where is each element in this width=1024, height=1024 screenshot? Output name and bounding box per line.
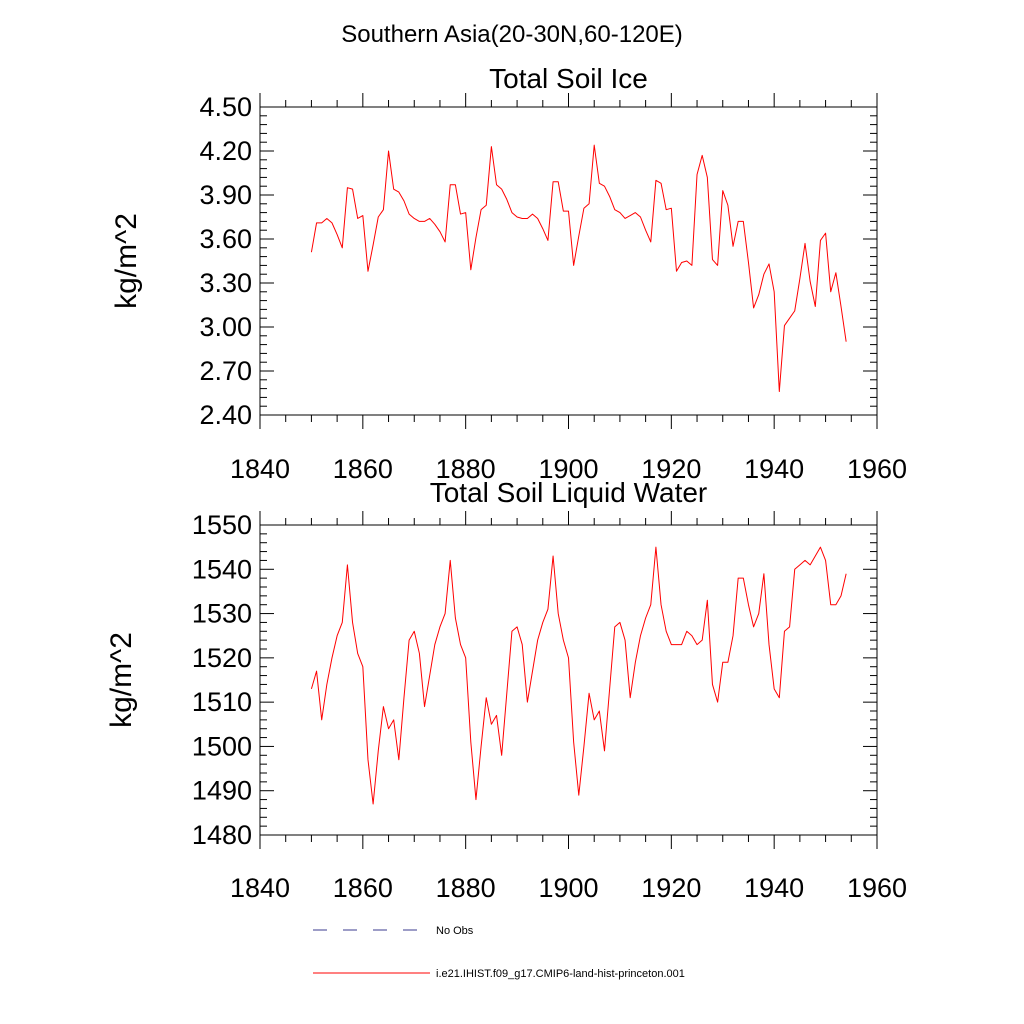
panel-total-soil-liquid-water: Total Soil Liquid Water 1480 1490 1500 1510 1… xyxy=(105,477,907,903)
y-tick-label: 4.20 xyxy=(199,136,252,166)
y-tick-label: 1490 xyxy=(192,776,252,806)
x-tick-label: 1880 xyxy=(436,873,496,903)
panel-total-soil-ice: Total Soil Ice 2.40 2.70 3.00 3.30 3.60 3.90 4.… xyxy=(110,63,907,484)
y-tick-label: 4.50 xyxy=(199,92,252,122)
y-tick-label: 1500 xyxy=(192,731,252,761)
series-line-model xyxy=(310,144,847,393)
legend: No Obs i.e21.IHIST.f09_g17.CMIP6-land-hi… xyxy=(313,925,685,980)
y-tick-label: 2.70 xyxy=(199,356,252,386)
x-tick-label: 1840 xyxy=(230,873,290,903)
y-axis-label: kg/m^2 xyxy=(110,213,143,309)
series-line-model xyxy=(310,546,847,805)
y-tick-label: 1520 xyxy=(192,643,252,673)
y-tick-label: 3.60 xyxy=(199,224,252,254)
panel-title: Total Soil Liquid Water xyxy=(430,477,708,508)
x-tick-label: 1900 xyxy=(538,454,598,484)
x-tick-label: 1860 xyxy=(333,873,393,903)
x-tick-label: 1900 xyxy=(538,873,598,903)
y-axis-label: kg/m^2 xyxy=(105,632,138,728)
panel-title: Total Soil Ice xyxy=(489,63,648,94)
figure-title: Southern Asia(20-30N,60-120E) xyxy=(341,21,683,48)
y-tick-label: 1540 xyxy=(192,554,252,584)
y-tick-label: 2.40 xyxy=(199,400,252,430)
x-tick-label: 1940 xyxy=(744,454,804,484)
x-tick-label: 1920 xyxy=(641,873,701,903)
x-tick-label: 1860 xyxy=(333,454,393,484)
x-tick-label: 1960 xyxy=(847,873,907,903)
y-tick-label: 1480 xyxy=(192,820,252,850)
x-tick-label: 1940 xyxy=(744,873,804,903)
y-tick-label: 3.30 xyxy=(199,268,252,298)
x-tick-label: 1880 xyxy=(436,454,496,484)
legend-label-no-obs: No Obs xyxy=(436,925,474,937)
y-tick-label: 1550 xyxy=(192,510,252,540)
y-tick-label: 1510 xyxy=(192,687,252,717)
x-tick-label: 1960 xyxy=(847,454,907,484)
y-tick-label: 3.00 xyxy=(199,312,252,342)
y-tick-label: 3.90 xyxy=(199,180,252,210)
x-tick-label: 1840 xyxy=(230,454,290,484)
y-tick-label: 1530 xyxy=(192,599,252,629)
legend-label-model: i.e21.IHIST.f09_g17.CMIP6-land-hist-prin… xyxy=(436,968,685,980)
x-tick-label: 1920 xyxy=(641,454,701,484)
